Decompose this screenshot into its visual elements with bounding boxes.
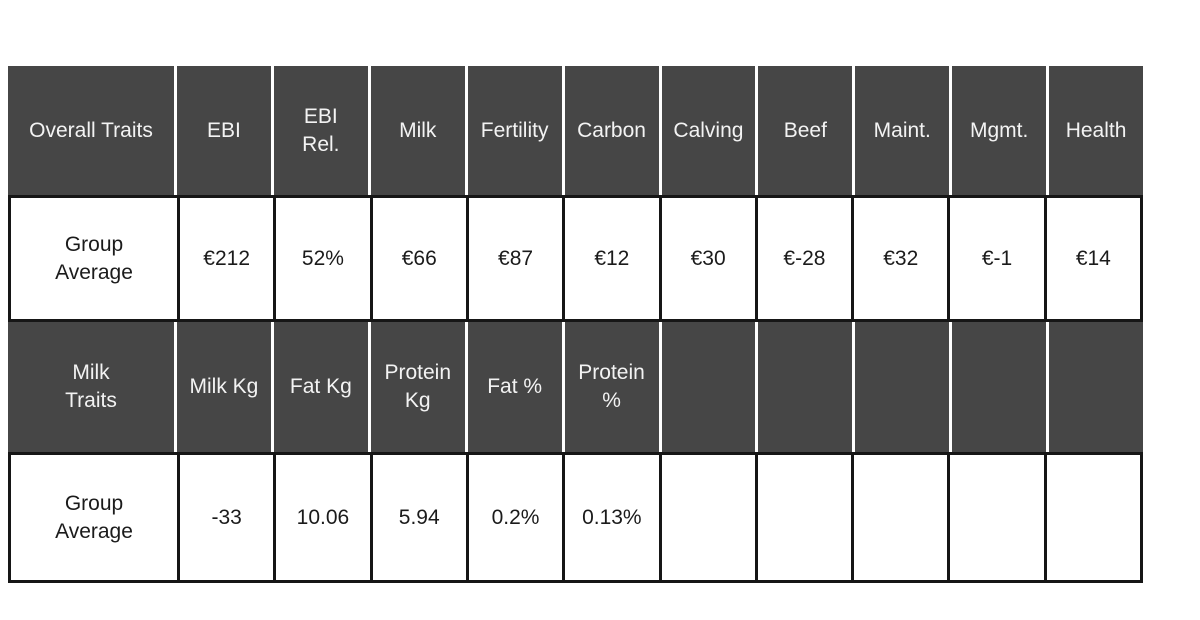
header-cell-health: Health bbox=[1049, 66, 1143, 195]
value-cell-mgmt: €-1 bbox=[950, 198, 1044, 319]
header-cell-milk-kg: Milk Kg bbox=[177, 322, 271, 452]
header-cell-empty bbox=[1049, 322, 1143, 452]
header-cell-empty bbox=[855, 322, 950, 452]
value-cell-empty bbox=[854, 455, 948, 580]
ebi-report-table: Overall Traits EBI EBI Rel. Milk Fertili… bbox=[8, 66, 1143, 583]
header-cell-protein-kg: Protein Kg bbox=[370, 322, 465, 452]
section-label-overall-traits: Overall Traits bbox=[8, 66, 174, 195]
value-cell-health: €14 bbox=[1046, 198, 1140, 319]
header-cell-empty bbox=[758, 322, 853, 452]
row-label-group-average: Group Average bbox=[11, 198, 177, 319]
value-cell-empty bbox=[950, 455, 1044, 580]
value-cell-protein-kg: 5.94 bbox=[372, 455, 466, 580]
value-cell-empty bbox=[661, 455, 755, 580]
overall-traits-header-row: Overall Traits EBI EBI Rel. Milk Fertili… bbox=[8, 66, 1143, 195]
header-cell-fat-kg: Fat Kg bbox=[273, 322, 368, 452]
header-cell-carbon: Carbon bbox=[564, 66, 659, 195]
header-cell-ebi: EBI bbox=[177, 66, 271, 195]
header-cell-protein-pct: Protein % bbox=[564, 322, 659, 452]
value-cell-fat-pct: 0.2% bbox=[468, 455, 563, 580]
header-cell-calving: Calving bbox=[661, 66, 756, 195]
header-cell-mgmt: Mgmt. bbox=[952, 66, 1047, 195]
value-cell-fat-kg: 10.06 bbox=[276, 455, 370, 580]
header-cell-fat-pct: Fat % bbox=[467, 322, 562, 452]
value-cell-fertility: €87 bbox=[468, 198, 563, 319]
value-cell-calving: €30 bbox=[661, 198, 755, 319]
value-cell-carbon: €12 bbox=[565, 198, 659, 319]
value-cell-empty bbox=[757, 455, 852, 580]
header-cell-empty bbox=[952, 322, 1047, 452]
header-cell-fertility: Fertility bbox=[467, 66, 562, 195]
header-cell-milk: Milk bbox=[370, 66, 465, 195]
value-cell-milk-kg: -33 bbox=[180, 455, 274, 580]
value-cell-beef: €-28 bbox=[757, 198, 852, 319]
header-cell-empty bbox=[661, 322, 756, 452]
value-cell-ebi: €212 bbox=[180, 198, 274, 319]
value-cell-empty bbox=[1046, 455, 1140, 580]
header-cell-beef: Beef bbox=[758, 66, 853, 195]
milk-traits-header-row: Milk Traits Milk Kg Fat Kg Protein Kg Fa… bbox=[8, 322, 1143, 452]
section-label-milk-traits: Milk Traits bbox=[8, 322, 174, 452]
value-cell-ebi-rel: 52% bbox=[276, 198, 370, 319]
header-cell-ebi-rel: EBI Rel. bbox=[273, 66, 368, 195]
header-cell-maint: Maint. bbox=[855, 66, 950, 195]
value-cell-milk: €66 bbox=[372, 198, 466, 319]
overall-traits-average-row: Group Average €212 52% €66 €87 €12 €30 €… bbox=[8, 195, 1143, 322]
milk-traits-average-row: Group Average -33 10.06 5.94 0.2% 0.13% bbox=[8, 452, 1143, 583]
value-cell-maint: €32 bbox=[854, 198, 948, 319]
value-cell-protein-pct: 0.13% bbox=[565, 455, 659, 580]
row-label-group-average: Group Average bbox=[11, 455, 177, 580]
